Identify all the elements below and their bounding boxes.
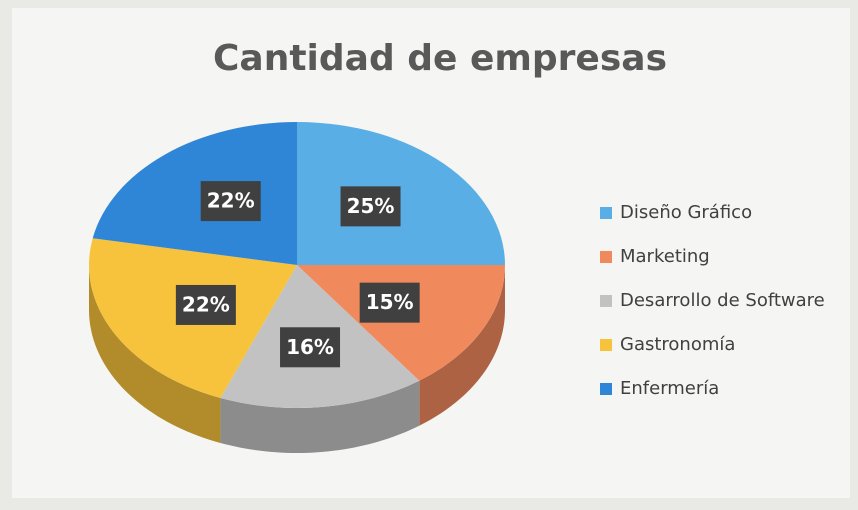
- pie-slice: [297, 265, 505, 381]
- legend-swatch: [600, 207, 612, 219]
- pie-slice: [297, 122, 505, 265]
- pie-side: [419, 265, 505, 426]
- pie-side: [89, 265, 221, 443]
- data-label: 15%: [366, 290, 414, 314]
- pie-slice: [92, 121, 297, 265]
- chart-title: Cantidad de empresas: [213, 38, 667, 79]
- data-label: 22%: [182, 292, 230, 316]
- legend-swatch: [600, 251, 612, 263]
- legend-label: Marketing: [620, 246, 710, 267]
- data-label-box: [175, 284, 236, 325]
- data-label-box: [200, 181, 261, 222]
- legend-swatch: [600, 383, 612, 395]
- legend-swatch: [600, 339, 612, 351]
- legend-swatch: [600, 295, 612, 307]
- data-label-box: [340, 186, 401, 227]
- data-label-box: [359, 282, 420, 323]
- data-label: 16%: [286, 335, 334, 359]
- data-label-box: [280, 327, 341, 368]
- data-label: 25%: [347, 194, 395, 218]
- data-label: 22%: [207, 189, 255, 213]
- legend-label: Enfermería: [620, 378, 719, 399]
- pie-side: [220, 380, 420, 453]
- legend-label: Gastronomía: [620, 334, 735, 355]
- legend-label: Desarrollo de Software: [620, 290, 825, 311]
- legend-label: Diseño Gráfico: [620, 202, 752, 223]
